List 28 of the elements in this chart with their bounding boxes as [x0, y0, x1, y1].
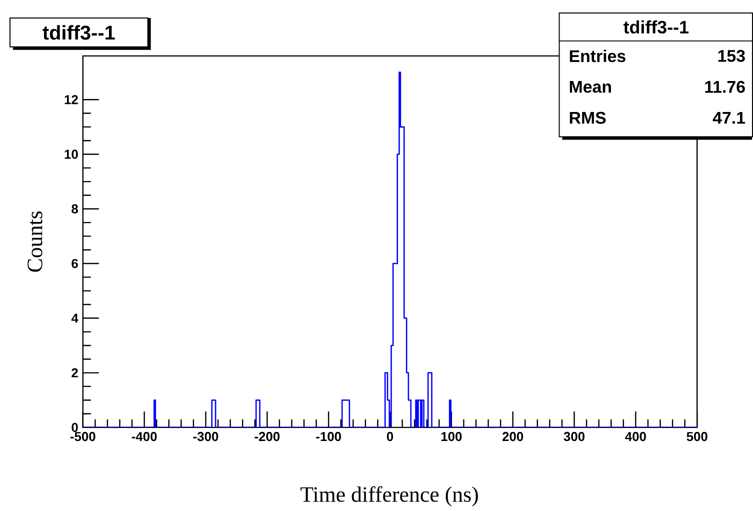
y-tick-label: 4: [71, 314, 78, 322]
x-tick-label: 400: [625, 432, 646, 441]
y-tick-label: 12: [64, 94, 78, 104]
annotation: RMS: [570, 112, 606, 124]
y-axis-title: Counts: [28, 211, 42, 272]
y-tick-label: 6: [72, 258, 78, 268]
text: 153: [718, 50, 745, 62]
y-tick-label: 2: [72, 368, 78, 378]
x-tick-label: 500: [686, 432, 708, 441]
x-tick-label: -200: [254, 432, 280, 441]
x-tick-label: 200: [502, 432, 524, 441]
text: 47.1: [712, 112, 746, 124]
x-tick-label: 0: [386, 432, 394, 441]
y-tick-label: 10: [64, 150, 78, 159]
y-tick-label: 8: [72, 204, 78, 214]
x-tick-label: -500: [70, 432, 96, 441]
text: tdiff3--1: [624, 20, 688, 34]
x-axis-title: Time difference (ns): [300, 486, 478, 506]
text: 11.76: [705, 80, 745, 93]
x-tick-label: 100: [441, 432, 462, 441]
y-tick-label: 0: [72, 422, 78, 432]
annotation: Entries: [570, 50, 626, 62]
chart-title: tdiff3--1: [42, 24, 115, 40]
x-tick-label: -300: [193, 432, 218, 441]
x-tick-label: 300: [564, 432, 585, 441]
annotation: Mean: [570, 80, 611, 93]
x-tick-label: -400: [132, 432, 157, 441]
x-tick-label: -100: [316, 432, 341, 441]
